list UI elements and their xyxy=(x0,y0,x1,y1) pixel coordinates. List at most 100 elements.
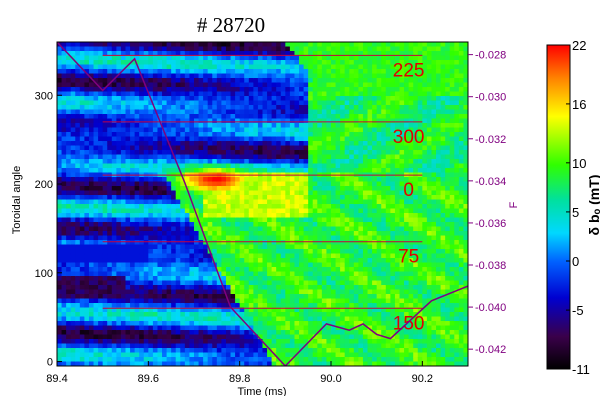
heatmap-cell xyxy=(221,312,227,318)
heatmap-cell xyxy=(262,159,268,165)
heatmap-cell xyxy=(134,249,140,255)
heatmap-cell xyxy=(321,280,328,286)
heatmap-cell xyxy=(276,321,282,327)
heatmap-cell xyxy=(308,285,314,291)
heatmap-cell xyxy=(326,357,332,363)
heatmap-cell xyxy=(349,159,355,165)
heatmap-cell xyxy=(102,217,108,223)
heatmap-cell xyxy=(98,55,104,61)
heatmap-cell xyxy=(294,60,300,66)
heatmap-cell xyxy=(194,159,200,165)
heatmap-cell xyxy=(271,118,277,124)
heatmap-cell xyxy=(84,154,90,160)
heatmap-cell xyxy=(61,154,67,160)
heatmap-cell xyxy=(326,303,332,309)
heatmap-cell xyxy=(198,177,204,183)
heatmap-cell xyxy=(230,46,236,52)
heatmap-cell xyxy=(235,186,241,192)
heatmap-cell xyxy=(340,240,346,246)
heatmap-cell xyxy=(79,141,85,147)
heatmap-cell xyxy=(289,190,296,196)
heatmap-cell xyxy=(120,334,127,340)
heatmap-cell xyxy=(175,204,181,210)
heatmap-cell xyxy=(162,177,168,183)
heatmap-cell xyxy=(267,145,273,151)
heatmap-cell xyxy=(152,321,159,327)
heatmap-cell xyxy=(157,222,163,228)
heatmap-cell xyxy=(321,42,328,48)
heatmap-cell xyxy=(184,348,191,354)
heatmap-cell xyxy=(321,289,328,295)
heatmap-cell xyxy=(189,55,195,61)
heatmap-cell xyxy=(235,145,241,151)
heatmap-cell xyxy=(61,222,67,228)
heatmap-cell xyxy=(198,87,204,93)
heatmap-cell xyxy=(353,217,359,223)
heatmap-cell xyxy=(189,82,195,88)
heatmap-cell xyxy=(331,316,337,322)
heatmap-cell xyxy=(66,190,72,196)
heatmap-cell xyxy=(248,154,254,160)
heatmap-cell xyxy=(66,240,72,246)
heatmap-cell xyxy=(93,330,99,336)
heatmap-cell xyxy=(107,235,113,241)
heatmap-cell xyxy=(239,258,245,264)
heatmap-cell xyxy=(267,316,273,322)
heatmap-cell xyxy=(280,330,286,336)
heatmap-cell xyxy=(130,231,136,237)
heatmap-cell xyxy=(344,312,350,318)
heatmap-cell xyxy=(184,303,191,309)
heatmap-cell xyxy=(257,204,264,210)
heatmap-cell xyxy=(194,87,200,93)
heatmap-cell xyxy=(353,258,359,264)
heatmap-cell xyxy=(367,303,373,309)
heatmap-cell xyxy=(321,222,328,228)
heatmap-cell xyxy=(340,334,346,340)
heatmap-cell xyxy=(57,213,63,219)
heatmap-cell xyxy=(326,42,332,48)
heatmap-cell xyxy=(253,352,259,358)
heatmap-cell xyxy=(271,334,277,340)
heatmap-cell xyxy=(184,42,191,48)
heatmap-cell xyxy=(239,82,245,88)
heatmap-cell xyxy=(326,46,332,52)
heatmap-cell xyxy=(276,280,282,286)
heatmap-cell xyxy=(175,298,181,304)
heatmap-cell xyxy=(107,51,113,57)
heatmap-cell xyxy=(61,150,67,156)
heatmap-cell xyxy=(111,339,117,345)
heatmap-cell xyxy=(102,82,108,88)
heatmap-cell xyxy=(175,240,181,246)
heatmap-cell xyxy=(308,343,314,349)
heatmap-cell xyxy=(349,64,355,70)
heatmap-cell xyxy=(139,64,145,70)
heatmap-cell xyxy=(253,87,259,93)
heatmap-cell xyxy=(162,73,168,79)
heatmap-cell xyxy=(111,348,117,354)
heatmap-cell xyxy=(303,271,309,277)
heatmap-cell xyxy=(289,249,296,255)
heatmap-cell xyxy=(267,307,273,313)
heatmap-cell xyxy=(120,235,127,241)
heatmap-cell xyxy=(312,150,318,156)
heatmap-cell xyxy=(157,244,163,250)
heatmap-cell xyxy=(189,69,195,75)
heatmap-cell xyxy=(102,271,108,277)
heatmap-cell xyxy=(225,132,232,138)
heatmap-cell xyxy=(335,244,341,250)
heatmap-cell xyxy=(157,213,163,219)
heatmap-cell xyxy=(93,321,99,327)
heatmap-cell xyxy=(344,199,350,205)
heatmap-cell xyxy=(175,51,181,57)
heatmap-cell xyxy=(308,114,314,120)
heatmap-cell xyxy=(321,118,328,124)
heatmap-cell xyxy=(203,105,209,111)
heatmap-cell xyxy=(276,213,282,219)
heatmap-cell xyxy=(344,42,350,48)
heatmap-cell xyxy=(312,339,318,345)
heatmap-cell xyxy=(84,348,90,354)
heatmap-cell xyxy=(353,64,359,70)
heatmap-cell xyxy=(61,42,67,48)
heatmap-cell xyxy=(308,168,314,174)
heatmap-cell xyxy=(280,321,286,327)
